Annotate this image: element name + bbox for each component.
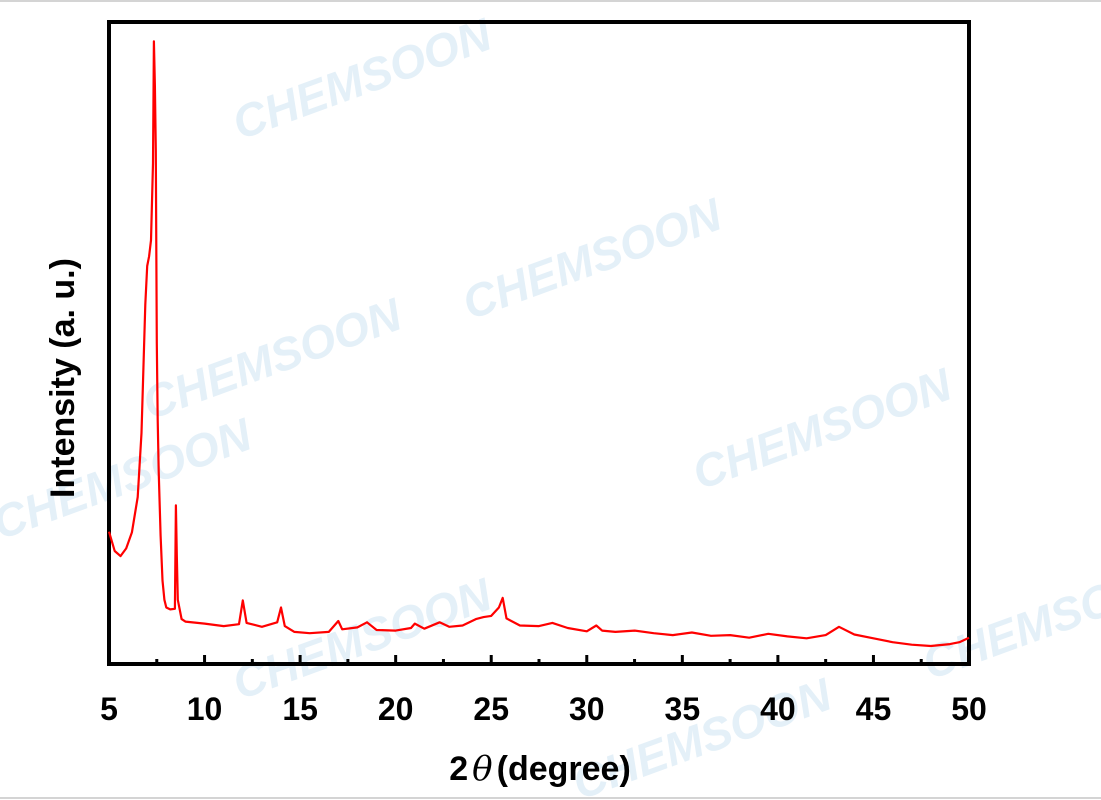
- x-tick-label: 15: [282, 691, 318, 727]
- x-axis-label-suffix: (degree): [497, 750, 631, 788]
- watermark-text: CHEMSOON: [456, 188, 729, 330]
- x-tick-label: 10: [187, 691, 223, 727]
- frame-top-border: [0, 0, 1101, 2]
- x-tick-label: 5: [100, 691, 118, 727]
- watermark-text: CHEMSOON: [916, 548, 1101, 690]
- watermark-text: CHEMSOON: [226, 568, 499, 710]
- x-tick-marks: [107, 655, 971, 664]
- x-tick-label: 40: [760, 691, 796, 727]
- y-axis-label: Intensity (a. u.): [44, 258, 82, 498]
- watermark-text: CHEMSOON: [226, 8, 499, 150]
- x-axis-label-prefix: 2: [449, 750, 468, 788]
- x-axis-label: 2 θ (degree): [449, 749, 631, 789]
- watermark-text: CHEMSOON: [686, 358, 959, 500]
- watermark-text: CHEMSOON: [136, 288, 409, 430]
- watermark-text: CHEMSOON: [0, 408, 259, 550]
- x-tick-label: 20: [378, 691, 414, 727]
- x-axis-label-theta: θ: [472, 749, 492, 789]
- series-line: [107, 40, 970, 648]
- x-tick-label: 35: [665, 691, 701, 727]
- x-tick-label: 25: [473, 691, 509, 727]
- x-tick-label: 30: [569, 691, 605, 727]
- x-tick-label: 50: [951, 691, 987, 727]
- x-tick-labels: 5 10 15 20 25 30 35 40 45 50: [100, 691, 987, 727]
- x-tick-label: 45: [856, 691, 892, 727]
- frame-bottom-border: [0, 797, 1101, 799]
